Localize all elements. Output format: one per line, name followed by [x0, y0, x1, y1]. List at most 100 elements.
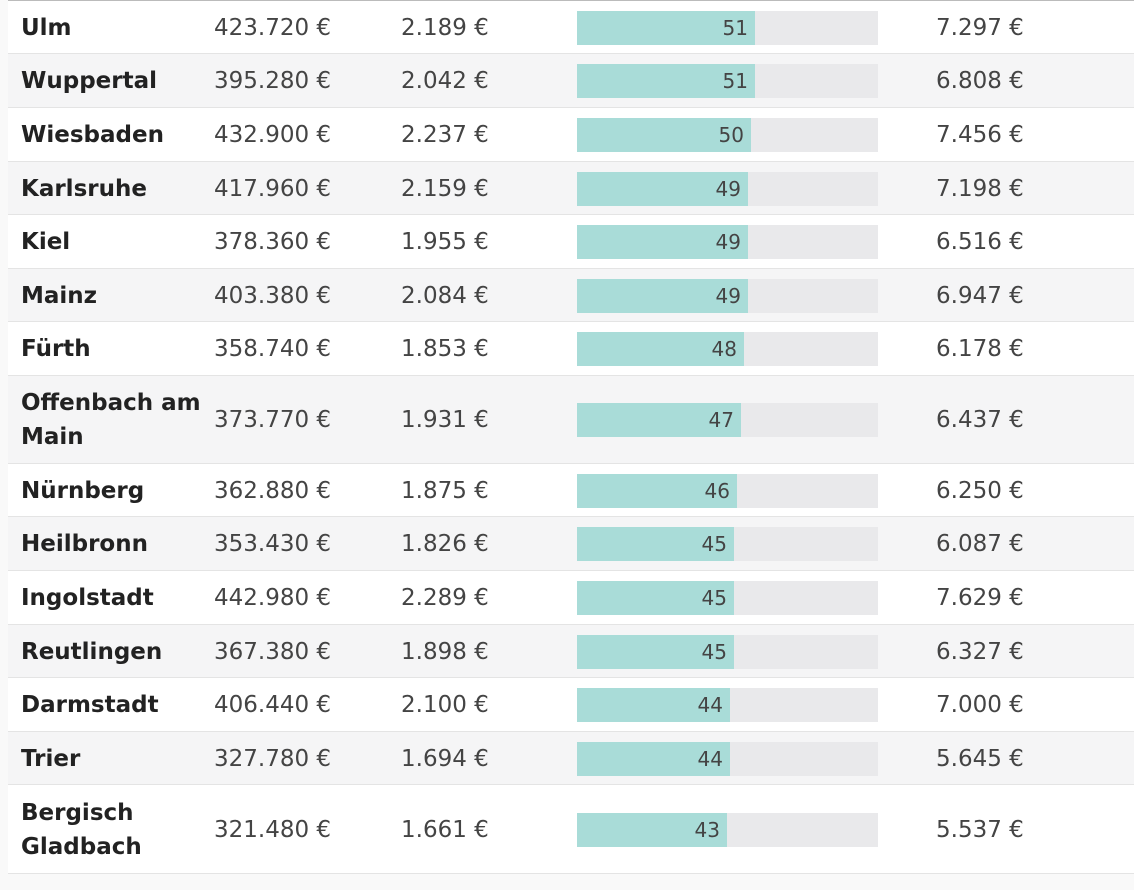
income-value: 7.000 €: [936, 692, 1024, 718]
purchase-price: 373.770 €: [214, 407, 332, 433]
score-label: 44: [697, 693, 723, 717]
purchase-price: 442.980 €: [214, 585, 332, 611]
score-bar: 49: [577, 278, 878, 313]
city-name: Wuppertal: [21, 68, 158, 94]
income-value: 7.297 €: [936, 14, 1024, 41]
city-name: Ingolstadt: [21, 585, 154, 611]
score-bar-fill: [577, 403, 741, 437]
score-label: 47: [708, 408, 734, 432]
city-name: Trier: [21, 745, 81, 772]
table-row: Bergisch Gladbach 321.480 € 1.661 € 43 5…: [8, 785, 1134, 874]
city-name: Bergisch Gladbach: [21, 799, 142, 860]
score-bar: 49: [577, 225, 878, 259]
purchase-price: 358.740 €: [214, 336, 332, 362]
price-per-sqm: 1.898 €: [401, 638, 489, 665]
score-bar-fill: [577, 634, 734, 669]
score-bar-fill: [577, 812, 727, 847]
table-row: Ulm 423.720 € 2.189 € 51 7.297 €: [8, 1, 1134, 54]
score-bar-fill: [577, 171, 748, 206]
price-per-sqm: 1.853 €: [401, 336, 489, 362]
city-name: Fürth: [21, 336, 91, 362]
score-label: 50: [718, 123, 744, 147]
score-bar: 44: [577, 688, 878, 722]
table-row: Karlsruhe 417.960 € 2.159 € 49 7.198 €: [8, 162, 1134, 215]
purchase-price: 417.960 €: [214, 175, 332, 202]
purchase-price: 362.880 €: [214, 477, 332, 504]
income-value: 6.327 €: [936, 638, 1024, 665]
score-bar: 45: [577, 581, 878, 615]
score-bar: 51: [577, 10, 878, 45]
table-row: Wuppertal 395.280 € 2.042 € 51 6.808 €: [8, 54, 1134, 108]
income-value: 5.645 €: [936, 745, 1024, 772]
income-value: 6.250 €: [936, 477, 1024, 504]
city-name: Ulm: [21, 14, 72, 41]
price-per-sqm: 1.955 €: [401, 229, 489, 255]
city-name: Darmstadt: [21, 692, 159, 718]
score-bar: 50: [577, 118, 878, 152]
price-per-sqm: 1.661 €: [401, 816, 489, 843]
income-value: 6.516 €: [936, 229, 1024, 255]
score-label: 51: [722, 15, 748, 40]
table-row: Mainz 403.380 € 2.084 € 49 6.947 €: [8, 269, 1134, 322]
purchase-price: 432.900 €: [214, 122, 332, 148]
city-name: Kiel: [21, 229, 71, 255]
score-label: 46: [704, 478, 730, 503]
score-label: 44: [697, 746, 723, 771]
score-bar-fill: [577, 527, 734, 561]
city-name: Mainz: [21, 282, 98, 309]
score-label: 45: [701, 586, 727, 610]
score-bar: 43: [577, 812, 878, 847]
score-label: 49: [715, 230, 741, 254]
income-value: 6.808 €: [936, 68, 1024, 94]
table-row: Trier 327.780 € 1.694 € 44 5.645 €: [8, 732, 1134, 785]
score-bar-fill: [577, 118, 751, 152]
score-bar-fill: [577, 278, 748, 313]
score-label: 48: [711, 337, 737, 361]
score-bar: 45: [577, 527, 878, 561]
purchase-price: 395.280 €: [214, 68, 332, 94]
table-row: Nürnberg 362.880 € 1.875 € 46 6.250 €: [8, 464, 1134, 517]
income-value: 6.178 €: [936, 336, 1024, 362]
score-label: 45: [701, 639, 727, 664]
purchase-price: 378.360 €: [214, 229, 332, 255]
score-bar-fill: [577, 10, 755, 45]
score-label: 45: [701, 532, 727, 556]
purchase-price: 367.380 €: [214, 638, 332, 665]
city-name: Reutlingen: [21, 638, 163, 665]
table-row: Offenbach am Main 373.770 € 1.931 € 47 6…: [8, 376, 1134, 464]
purchase-price: 327.780 €: [214, 745, 332, 772]
city-name: Heilbronn: [21, 531, 148, 557]
purchase-price: 403.380 €: [214, 282, 332, 309]
income-value: 7.456 €: [936, 122, 1024, 148]
price-per-sqm: 2.084 €: [401, 282, 489, 309]
table-row: Darmstadt 406.440 € 2.100 € 44 7.000 €: [8, 678, 1134, 732]
score-bar-fill: [577, 741, 730, 776]
table-row: Reutlingen 367.380 € 1.898 € 45 6.327 €: [8, 625, 1134, 678]
score-bar: 46: [577, 473, 878, 508]
table-row: Wiesbaden 432.900 € 2.237 € 50 7.456 €: [8, 108, 1134, 162]
purchase-price: 321.480 €: [214, 816, 332, 843]
score-bar-fill: [577, 581, 734, 615]
price-per-sqm: 1.826 €: [401, 531, 489, 557]
city-name: Wiesbaden: [21, 122, 164, 148]
city-name: Offenbach am Main: [21, 390, 201, 450]
income-value: 6.087 €: [936, 531, 1024, 557]
price-per-sqm: 1.694 €: [401, 745, 489, 772]
table-row: Heilbronn 353.430 € 1.826 € 45 6.087 €: [8, 517, 1134, 571]
score-bar: 47: [577, 403, 878, 437]
score-bar-fill: [577, 332, 744, 366]
price-per-sqm: 2.042 €: [401, 68, 489, 94]
price-per-sqm: 1.875 €: [401, 477, 489, 504]
income-value: 6.437 €: [936, 407, 1024, 433]
income-value: 6.947 €: [936, 282, 1024, 309]
score-label: 49: [715, 176, 741, 201]
score-bar: 51: [577, 64, 878, 98]
purchase-price: 353.430 €: [214, 531, 332, 557]
income-value: 7.629 €: [936, 585, 1024, 611]
purchase-price: 423.720 €: [214, 14, 332, 41]
income-value: 5.537 €: [936, 816, 1024, 843]
price-per-sqm: 2.237 €: [401, 122, 489, 148]
score-bar-fill: [577, 688, 730, 722]
score-bar-fill: [577, 64, 755, 98]
score-label: 49: [715, 283, 741, 308]
